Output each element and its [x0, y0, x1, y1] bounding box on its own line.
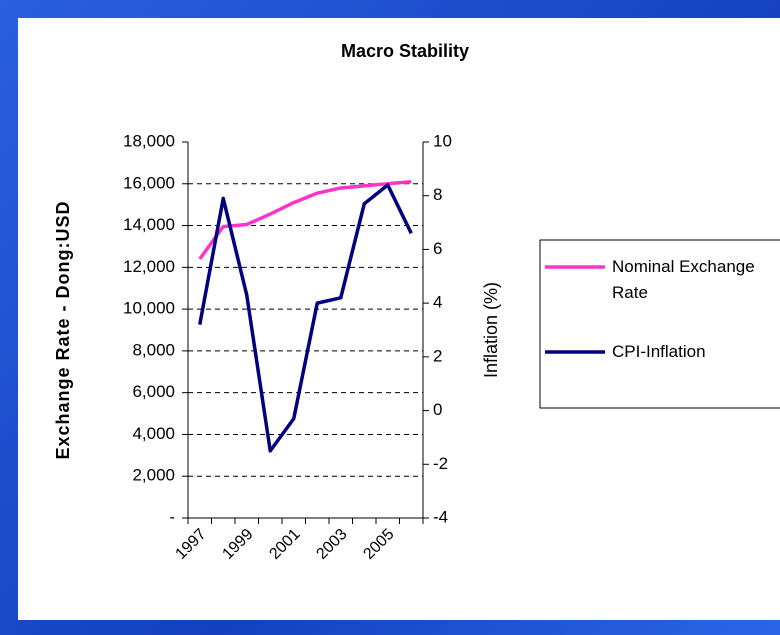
- y2-tick-label: 8: [433, 185, 442, 204]
- y-axis-label: Exchange Rate - Dong:USD: [53, 200, 73, 459]
- legend-label: Nominal Exchange Rate: [612, 257, 755, 302]
- y2-tick-label: 10: [433, 131, 452, 150]
- y2-tick-label: -4: [433, 507, 448, 526]
- y-tick-label: 16,000: [123, 173, 175, 192]
- y2-tick-label: -2: [433, 454, 448, 473]
- y-tick-label: 6,000: [132, 382, 175, 401]
- y-tick-label: 18,000: [123, 131, 175, 150]
- y-tick-label: 10,000: [123, 299, 175, 318]
- x-tick-label: 2005: [360, 526, 397, 563]
- y2-tick-label: 0: [433, 400, 442, 419]
- y2-tick-label: 6: [433, 239, 442, 258]
- x-tick-label: 2003: [313, 526, 350, 563]
- y-tick-label: -: [169, 507, 175, 526]
- series-line: [198, 179, 412, 261]
- y-tick-label: 4,000: [132, 424, 175, 443]
- x-tick-label: 1997: [172, 526, 209, 563]
- x-tick-label: 1999: [219, 526, 256, 563]
- series-line: [198, 183, 413, 453]
- y-tick-label: 14,000: [123, 215, 175, 234]
- y2-tick-label: 2: [433, 346, 442, 365]
- y-tick-label: 2,000: [132, 466, 175, 485]
- chart-title: Macro Stability: [341, 41, 469, 61]
- y-tick-label: 8,000: [132, 340, 175, 359]
- y2-tick-label: 4: [433, 293, 442, 312]
- y2-axis-label: Inflation (%): [481, 282, 501, 378]
- x-tick-label: 2001: [266, 526, 303, 563]
- legend-label: CPI-Inflation: [612, 342, 706, 361]
- y-tick-label: 12,000: [123, 257, 175, 276]
